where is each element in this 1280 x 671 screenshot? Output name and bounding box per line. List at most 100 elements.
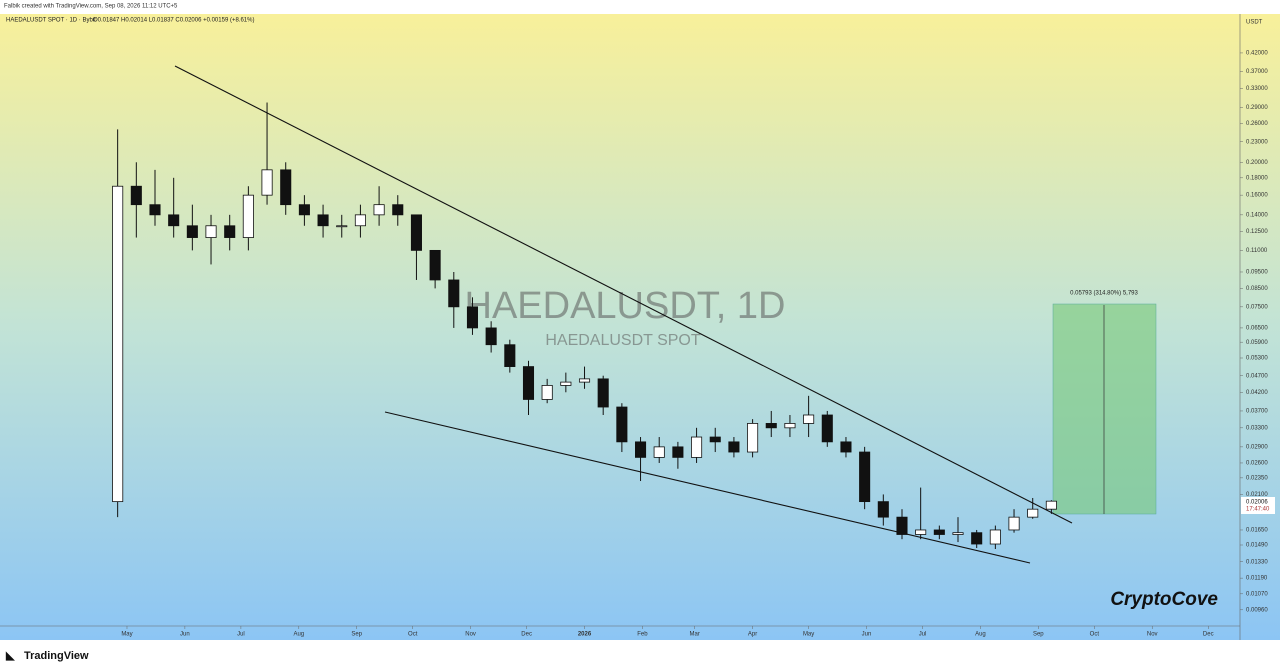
trendline-upper xyxy=(174,65,1073,524)
candle-body xyxy=(298,204,310,216)
candle-body xyxy=(280,169,292,206)
y-tick-label: 0.02100 xyxy=(1246,492,1268,498)
candle-body xyxy=(485,327,497,346)
candle-body xyxy=(971,532,983,545)
y-tick-label: 0.04200 xyxy=(1246,390,1268,396)
measure-box xyxy=(1052,303,1157,515)
y-tick-label: 0.11000 xyxy=(1246,248,1268,254)
candle-body xyxy=(1008,516,1020,531)
candle-body xyxy=(691,436,703,458)
x-tick-label: Nov xyxy=(465,632,476,638)
y-tick-label: 0.02900 xyxy=(1246,444,1268,450)
ohlc: O0.01847 H0.02014 L0.01837 C0.02006 +0.0… xyxy=(93,18,254,24)
x-tick-label: May xyxy=(803,632,814,638)
candle-body xyxy=(709,436,721,443)
x-tick-label: Jul xyxy=(237,632,245,638)
watermark-sub: HAEDALUSDT SPOT xyxy=(545,332,701,349)
candle-body xyxy=(336,225,348,228)
candle-body xyxy=(616,406,628,443)
y-tick-label: 0.04700 xyxy=(1246,373,1268,379)
x-tick-label: Aug xyxy=(975,632,986,638)
candle-body xyxy=(1045,500,1057,510)
y-tick-label: 0.01330 xyxy=(1246,559,1268,565)
candle-body xyxy=(989,529,1001,545)
brand: TradingView xyxy=(24,650,89,662)
candle-body xyxy=(112,185,124,503)
y-tick-label: 0.42000 xyxy=(1246,51,1268,57)
candle-body xyxy=(915,529,927,535)
currency: USDT xyxy=(1246,20,1263,26)
candle-body xyxy=(541,385,553,400)
candle-body xyxy=(821,414,833,443)
y-tick-label: 0.00960 xyxy=(1246,607,1268,613)
x-tick-label: Oct xyxy=(408,632,418,638)
y-tick-label: 0.09500 xyxy=(1246,270,1268,276)
y-tick-label: 0.05900 xyxy=(1246,340,1268,346)
y-tick-label: 0.03700 xyxy=(1246,409,1268,415)
candle-body xyxy=(765,423,777,429)
x-tick-label: Aug xyxy=(293,632,304,638)
y-tick-label: 0.14000 xyxy=(1246,212,1268,218)
candle-body xyxy=(186,225,198,238)
candle-body xyxy=(728,441,740,453)
y-tick-label: 0.20000 xyxy=(1246,160,1268,166)
candle-body xyxy=(859,451,871,503)
candle-body xyxy=(840,441,852,453)
watermark: HAEDALUSDT, 1D xyxy=(465,285,786,327)
candle-body xyxy=(522,366,535,400)
x-tick-label: Sep xyxy=(1033,632,1044,638)
countdown: 17:47:40 xyxy=(1246,507,1270,513)
y-tick-label: 0.01190 xyxy=(1246,576,1268,582)
y-tick-label: 0.06500 xyxy=(1246,325,1268,331)
candle-body xyxy=(952,532,964,535)
candle-body xyxy=(635,441,647,458)
candle-body xyxy=(784,423,796,429)
candle-body xyxy=(242,194,254,238)
candle-body xyxy=(578,378,591,383)
candle-body xyxy=(317,214,329,227)
y-tick-label: 0.16000 xyxy=(1246,193,1268,199)
y-tick-label: 0.02600 xyxy=(1246,461,1268,467)
candle-body xyxy=(896,516,908,535)
candle-body xyxy=(466,306,479,329)
x-tick-label: 2026 xyxy=(578,632,592,638)
y-tick-label: 0.29000 xyxy=(1246,105,1268,111)
brand-logo: ◣ xyxy=(5,650,15,662)
x-tick-label: Jun xyxy=(862,632,872,638)
candle-body xyxy=(354,214,366,227)
candle-body xyxy=(224,225,236,238)
credit: Falbik created with TradingView.com, Sep… xyxy=(4,4,178,10)
trendline-lower xyxy=(384,411,1031,564)
x-tick-label: Sep xyxy=(351,632,362,638)
last-price-box xyxy=(1241,497,1275,514)
last-price: 0.02006 xyxy=(1246,500,1268,506)
x-tick-label: Oct xyxy=(1090,632,1100,638)
symbol: HAEDALUSDT SPOT · 1D · Bybit xyxy=(6,18,96,24)
candle-body xyxy=(373,204,385,216)
y-tick-label: 0.01490 xyxy=(1246,543,1268,549)
candle-body xyxy=(747,423,759,453)
candle-body xyxy=(560,381,572,386)
candle-body xyxy=(149,204,161,216)
y-tick-label: 0.07500 xyxy=(1246,304,1268,310)
candle-body xyxy=(429,249,441,281)
y-tick-label: 0.26000 xyxy=(1246,121,1268,127)
candle-body xyxy=(877,501,889,518)
candle-body xyxy=(653,446,665,458)
y-tick-label: 0.12500 xyxy=(1246,229,1268,235)
x-tick-label: Nov xyxy=(1147,632,1158,638)
y-tick-label: 0.37000 xyxy=(1246,69,1268,75)
x-tick-label: Feb xyxy=(637,632,648,638)
x-tick-label: Dec xyxy=(1203,632,1214,638)
y-tick-label: 0.05300 xyxy=(1246,356,1268,362)
x-tick-label: May xyxy=(121,632,132,638)
measure-label: 0.05793 (314.80%) 5,793 xyxy=(1070,291,1138,297)
y-tick-label: 0.02350 xyxy=(1246,475,1268,481)
x-tick-label: Apr xyxy=(748,632,757,638)
signature: CryptoCove xyxy=(1110,589,1218,610)
candle-body xyxy=(803,414,815,424)
y-tick-label: 0.08500 xyxy=(1246,286,1268,292)
candle-body xyxy=(205,225,217,238)
x-tick-label: Jul xyxy=(919,632,927,638)
